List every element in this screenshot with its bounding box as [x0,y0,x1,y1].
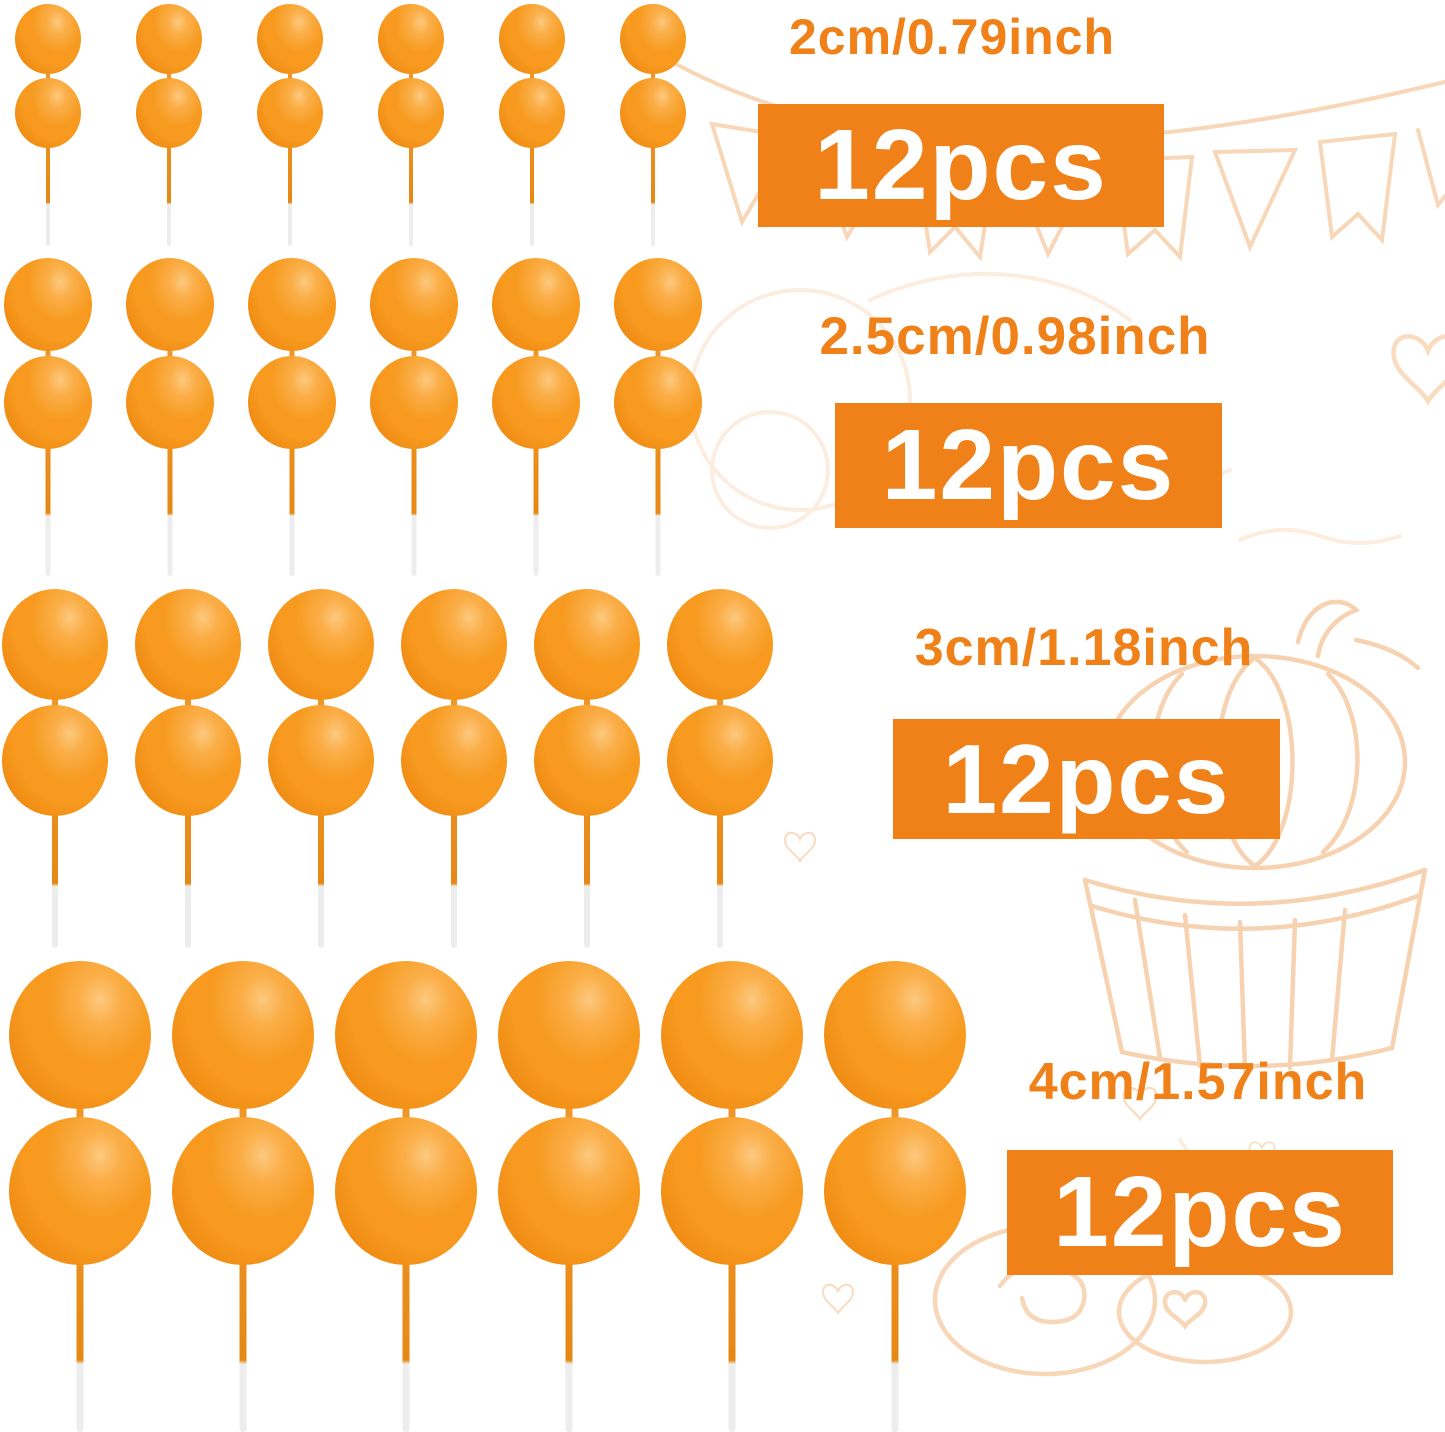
size-label-3cm: 3cm/1.18inch [914,619,1254,677]
ball-pick [248,258,336,576]
count-badge-2-5cm: 12pcs [835,403,1222,528]
ball-pick [824,945,966,1432]
ball-top [136,4,202,74]
ball-bottom [4,356,92,449]
ball-bottom [335,1117,477,1265]
ball-top [9,961,151,1109]
ball-top [335,961,477,1109]
ball-bottom [15,78,81,148]
ball-bottom [498,1117,640,1265]
ball-top [257,4,323,74]
size-label-2-5cm: 2.5cm/0.98inch [819,307,1211,366]
ball-bottom [370,356,458,449]
ball-top [498,961,640,1109]
ball-pick [620,4,686,246]
ball-top [172,961,314,1109]
ball-top [667,589,773,700]
ball-bottom [2,705,108,816]
pick-row-3cm [2,580,773,948]
ball-pick [15,4,81,246]
ball-pick [4,258,92,576]
count-label: 12pcs [942,723,1231,834]
ball-pick [534,580,640,948]
count-label: 12pcs [814,109,1108,221]
ball-top [614,258,702,351]
ball-bottom [378,78,444,148]
pumpkin-cupcake-doodle [1082,599,1428,1073]
count-badge-4cm: 12pcs [1007,1150,1393,1275]
ball-bottom [499,78,565,148]
ball-bottom [268,705,374,816]
ball-bottom [401,705,507,816]
ball-bottom [492,356,580,449]
ball-top [378,4,444,74]
ball-pick [492,258,580,576]
ball-top [248,258,336,351]
ball-bottom [136,78,202,148]
ball-pick [401,580,507,948]
ball-top [534,589,640,700]
ball-top [268,589,374,700]
ball-bottom [135,705,241,816]
ball-pick [135,580,241,948]
ball-top [135,589,241,700]
count-label: 12pcs [1053,1156,1347,1268]
ball-pick [9,945,151,1432]
pick-row-2-5cm [4,258,702,576]
size-label-4cm: 4cm/1.57inch [1028,1053,1368,1111]
count-badge-3cm: 12pcs [893,719,1280,839]
ball-bottom [661,1117,803,1265]
ball-bottom [172,1117,314,1265]
ball-top [2,589,108,700]
ball-bottom [257,78,323,148]
ball-top [620,4,686,74]
ball-top [370,258,458,351]
ball-pick [268,580,374,948]
ball-pick [370,258,458,576]
ball-bottom [534,705,640,816]
ball-pick [335,945,477,1432]
ball-top [492,258,580,351]
ball-pick [2,580,108,948]
ball-top [661,961,803,1109]
ball-bottom [620,78,686,148]
ball-pick [257,4,323,246]
pick-row-4cm [9,945,966,1432]
ball-bottom [248,356,336,449]
ball-bottom [9,1117,151,1265]
ball-pick [172,945,314,1432]
ball-pick [136,4,202,246]
ball-bottom [824,1117,966,1265]
ball-pick [378,4,444,246]
ball-bottom [667,705,773,816]
ball-top [824,961,966,1109]
count-badge-2cm: 12pcs [758,104,1164,227]
ball-top [401,589,507,700]
ball-pick [614,258,702,576]
ball-top [499,4,565,74]
ball-pick [667,580,773,948]
ball-top [15,4,81,74]
ball-bottom [126,356,214,449]
ball-pick [498,945,640,1432]
ball-pick [499,4,565,246]
ball-top [126,258,214,351]
pick-row-2cm [15,4,686,246]
ball-pick [661,945,803,1432]
ball-bottom [614,356,702,449]
size-label-2cm: 2cm/0.79inch [788,9,1116,65]
count-label: 12pcs [881,409,1176,521]
ball-pick [126,258,214,576]
ball-top [4,258,92,351]
